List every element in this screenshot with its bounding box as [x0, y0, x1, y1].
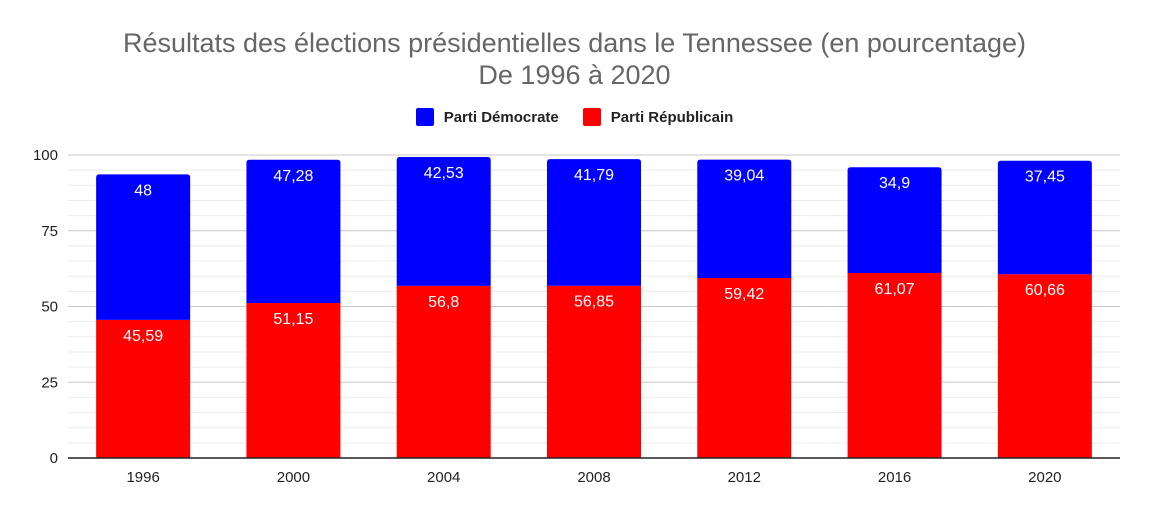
- legend-swatch-democrat: [415, 108, 434, 126]
- legend-item-republican: Parti Républicain: [582, 108, 734, 126]
- bar-republican: [96, 319, 191, 458]
- x-tick-label: 2012: [728, 469, 761, 486]
- data-label: 47,28: [273, 168, 313, 185]
- y-tick-label: 50: [41, 299, 58, 316]
- bar-republican: [847, 272, 942, 458]
- bar-democrat: [847, 167, 942, 273]
- bar-republican: [396, 285, 491, 458]
- y-tick-label: 100: [33, 147, 58, 164]
- data-label: 39,04: [724, 168, 764, 185]
- x-tick-label: 2008: [577, 469, 610, 486]
- x-tick-label: 2000: [277, 469, 310, 486]
- bar-democrat: [997, 160, 1092, 275]
- data-label: 61,07: [875, 281, 915, 298]
- x-tick-label: 2020: [1028, 469, 1061, 486]
- data-label: 56,8: [428, 294, 459, 311]
- bar-republican: [547, 285, 641, 458]
- data-label: 45,59: [123, 328, 163, 345]
- x-tick-label: 1996: [126, 469, 159, 486]
- data-label: 34,9: [879, 175, 910, 192]
- legend-label-democrat: Parti Démocrate: [443, 108, 559, 126]
- legend-label-republican: Parti Républicain: [610, 108, 734, 126]
- data-label: 48: [134, 182, 152, 199]
- bar-republican: [246, 303, 341, 458]
- bar-democrat: [396, 157, 491, 286]
- data-label: 56,85: [574, 294, 614, 311]
- legend-swatch-republican: [582, 108, 601, 126]
- data-label: 42,53: [424, 165, 464, 182]
- bar-republican: [997, 274, 1092, 458]
- data-label: 51,15: [273, 311, 313, 328]
- bar-democrat: [246, 159, 341, 304]
- legend: Parti Démocrate Parti Républicain: [0, 108, 1149, 126]
- y-tick-label: 75: [41, 223, 58, 240]
- bar-democrat: [697, 159, 792, 278]
- data-label: 59,42: [724, 286, 764, 303]
- bar-democrat: [547, 159, 641, 286]
- chart-subtitle: De 1996 à 2020: [478, 60, 671, 90]
- data-label: 37,45: [1025, 169, 1065, 186]
- data-label: 41,79: [574, 167, 614, 184]
- y-tick-label: 25: [41, 374, 58, 391]
- x-tick-label: 2004: [427, 469, 460, 486]
- chart-title: Résultats des élections présidentielles …: [122, 28, 1027, 58]
- bar-republican: [697, 277, 792, 458]
- bar-democrat: [96, 174, 191, 320]
- x-tick-label: 2016: [878, 469, 911, 486]
- y-tick-label: 0: [50, 450, 58, 467]
- legend-item-democrat: Parti Démocrate: [415, 108, 559, 126]
- data-label: 60,66: [1025, 282, 1065, 299]
